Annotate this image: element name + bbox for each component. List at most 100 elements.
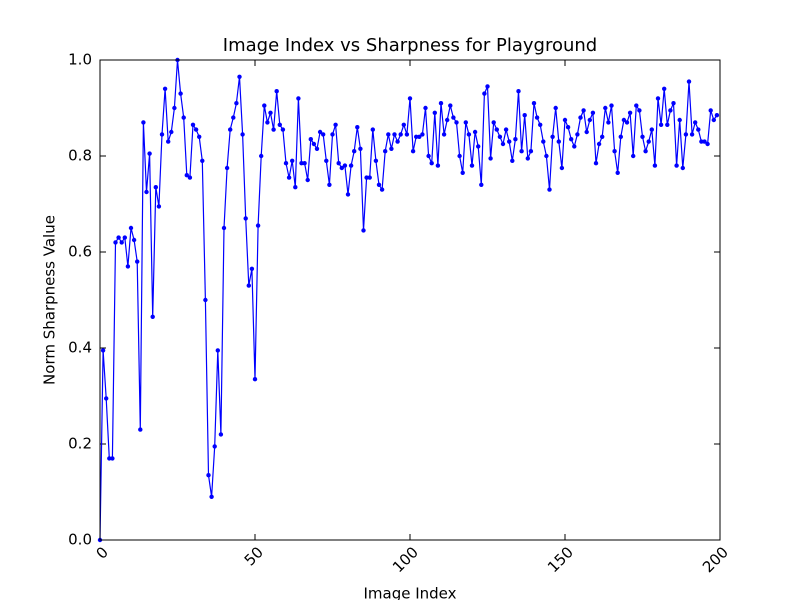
data-point — [215, 348, 220, 353]
data-point — [581, 108, 586, 113]
data-point — [615, 170, 620, 175]
data-point — [544, 153, 549, 159]
data-point — [491, 120, 496, 125]
data-point — [162, 86, 168, 92]
data-point — [606, 120, 611, 125]
data-point — [100, 348, 106, 353]
data-point — [596, 141, 602, 147]
data-point — [547, 187, 552, 192]
data-point — [420, 132, 425, 137]
data-point — [209, 494, 214, 499]
data-point — [321, 132, 326, 137]
data-point — [336, 161, 341, 166]
data-point — [190, 122, 196, 128]
data-point — [578, 115, 583, 120]
data-point — [367, 175, 372, 180]
data-point — [662, 86, 667, 92]
data-point — [414, 134, 419, 139]
data-point — [144, 189, 149, 195]
data-point — [178, 91, 183, 96]
data-point — [364, 175, 369, 180]
data-point — [231, 115, 236, 120]
data-point — [448, 103, 453, 108]
data-point — [435, 163, 441, 168]
data-point — [438, 101, 444, 106]
plot-frame — [99, 59, 721, 541]
data-point — [587, 117, 592, 123]
data-point — [584, 129, 589, 135]
data-point — [454, 120, 459, 125]
data-point — [159, 132, 165, 137]
y-tick-label: 0.0 — [68, 531, 92, 549]
data-point — [609, 103, 614, 108]
data-point — [702, 139, 707, 144]
data-point — [426, 153, 431, 159]
data-point — [169, 129, 174, 135]
data-point — [172, 105, 177, 111]
data-point — [299, 161, 304, 166]
data-point — [507, 139, 512, 144]
data-point — [637, 108, 642, 113]
data-point — [457, 153, 462, 159]
data-point — [128, 225, 134, 231]
data-point — [503, 127, 509, 132]
x-tick-label: 200 — [699, 543, 732, 576]
data-point — [147, 151, 152, 156]
data-point — [218, 432, 224, 437]
data-point — [646, 139, 651, 144]
data-point — [708, 108, 713, 113]
data-point — [677, 117, 682, 123]
data-point — [665, 122, 670, 128]
data-point — [407, 96, 413, 101]
data-point — [559, 165, 565, 171]
data-point — [135, 259, 140, 264]
data-point — [119, 240, 124, 245]
data-point — [141, 120, 146, 125]
data-point — [184, 173, 189, 178]
data-point — [572, 144, 577, 149]
data-point — [333, 122, 338, 128]
data-point — [621, 117, 627, 123]
data-point — [153, 185, 158, 190]
data-point — [513, 137, 518, 142]
data-point — [593, 161, 599, 166]
data-point — [541, 139, 546, 144]
data-point — [565, 125, 571, 130]
data-point — [370, 127, 375, 132]
data-point — [398, 132, 403, 137]
data-point — [429, 161, 434, 166]
data-point — [649, 127, 654, 132]
data-point — [500, 141, 506, 147]
series-line — [99, 59, 718, 541]
data-point — [342, 163, 348, 168]
y-tick-label: 0.4 — [68, 339, 92, 357]
data-point — [528, 149, 534, 154]
chart-title: Image Index vs Sharpness for Playground — [223, 35, 597, 56]
data-point — [658, 122, 664, 128]
x-tick-label: 150 — [544, 543, 577, 576]
data-point — [575, 132, 580, 137]
data-point — [553, 105, 558, 111]
data-point — [600, 134, 605, 139]
data-point — [680, 165, 685, 171]
data-point — [271, 127, 276, 132]
data-point — [482, 91, 487, 96]
data-point — [317, 129, 323, 135]
data-point — [562, 117, 568, 123]
data-point — [327, 182, 332, 187]
y-tick-label: 0.8 — [68, 147, 92, 165]
data-point — [538, 122, 543, 128]
data-point — [519, 149, 524, 154]
data-point — [373, 158, 379, 163]
data-point — [224, 165, 230, 171]
data-point — [249, 266, 255, 271]
data-point — [494, 127, 499, 132]
data-point — [441, 132, 447, 137]
data-point — [113, 240, 118, 245]
data-point — [432, 110, 437, 116]
data-point — [525, 156, 530, 161]
data-point — [283, 161, 289, 166]
data-point — [240, 132, 245, 137]
data-point — [286, 175, 292, 180]
y-tick-label: 0.6 — [68, 243, 92, 261]
